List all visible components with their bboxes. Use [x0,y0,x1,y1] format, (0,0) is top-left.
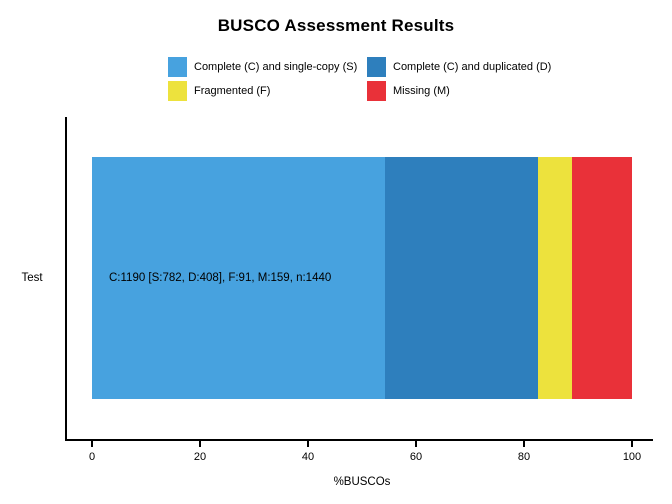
legend-item-complete-single: Complete (C) and single-copy (S) [168,57,367,77]
x-tick-label: 100 [622,451,642,463]
bar-segment-fragmented [538,157,573,399]
stacked-bar: C:1190 [S:782, D:408], F:91, M:159, n:14… [92,157,632,399]
bar-segment-complete-single [92,157,386,399]
legend-label-fragmented: Fragmented (F) [194,85,271,97]
x-tick-label: 80 [517,451,531,463]
x-axis-title: %BUSCOs [333,476,391,488]
x-tick-mark [91,441,93,447]
legend-swatch-missing [367,81,386,101]
x-tick-mark [199,441,201,447]
legend-swatch-fragmented [168,81,187,101]
bar-segment-missing [572,157,632,399]
legend-swatch-complete-single [168,57,187,77]
x-tick-mark [415,441,417,447]
legend-label-complete-single: Complete (C) and single-copy (S) [194,61,358,73]
x-tick-label: 20 [193,451,207,463]
legend: Complete (C) and single-copy (S) Complet… [168,57,551,101]
legend-item-fragmented: Fragmented (F) [168,81,367,101]
chart-title: BUSCO Assessment Results [217,16,455,35]
x-axis-line [65,439,653,441]
y-category-label: Test [21,272,43,284]
x-tick-label: 0 [88,451,96,463]
x-tick-mark [307,441,309,447]
legend-label-complete-duplicated: Complete (C) and duplicated (D) [393,61,552,73]
y-axis-line [65,117,67,441]
legend-item-missing: Missing (M) [367,81,551,101]
legend-item-complete-duplicated: Complete (C) and duplicated (D) [367,57,551,77]
legend-label-missing: Missing (M) [393,85,450,97]
x-tick-label: 60 [409,451,423,463]
legend-swatch-complete-duplicated [367,57,386,77]
x-tick-mark [631,441,633,447]
x-tick-label: 40 [301,451,315,463]
bar-segment-complete-duplicated [385,157,539,399]
x-tick-mark [523,441,525,447]
bar-value-label: C:1190 [S:782, D:408], F:91, M:159, n:14… [109,272,332,284]
